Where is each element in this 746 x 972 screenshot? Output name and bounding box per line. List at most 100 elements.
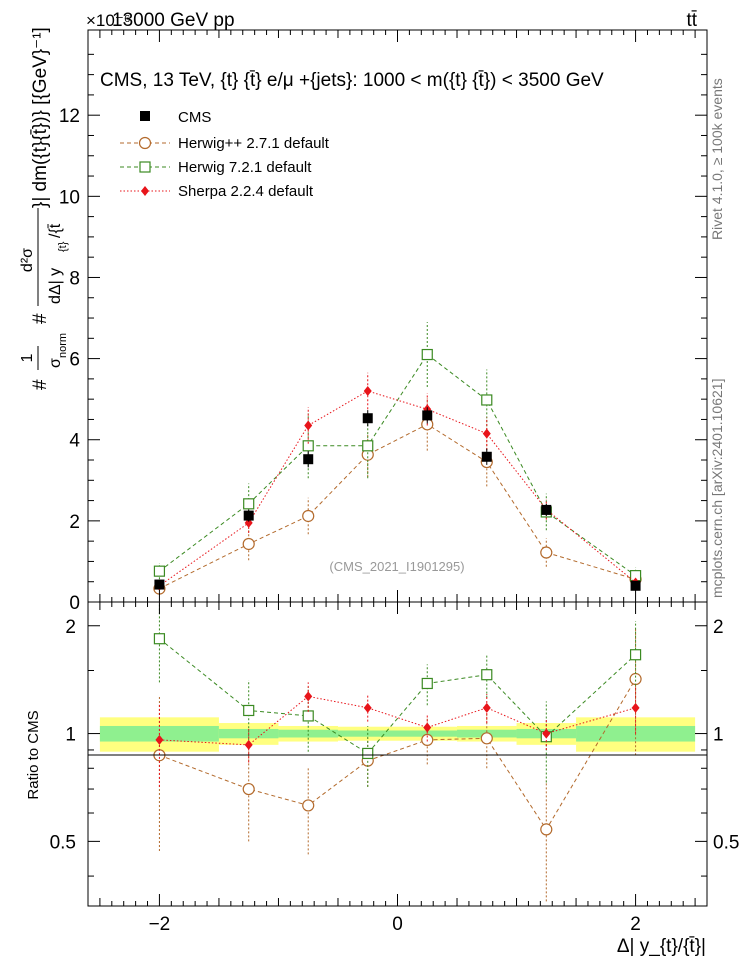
main-line-herwig-2-7-1-default — [159, 423, 636, 590]
main-point-cms-5 — [481, 451, 492, 462]
ratio-line-herwig-7-2-1-default — [159, 638, 636, 755]
ratio-y-axis-label: Ratio to CMS — [25, 710, 42, 799]
svg-text:{t}: {t} — [57, 241, 69, 252]
main-series — [153, 322, 642, 595]
main-point-sherpa-2-2-4-default-5 — [482, 428, 491, 439]
beam-label: 13000 GeV pp — [112, 10, 235, 31]
main-ytick-label-4: 8 — [69, 268, 80, 289]
watermark: (CMS_2021_I1901295) — [329, 559, 464, 574]
legend-marker-cms — [140, 111, 150, 121]
ratio-point-herwig-7-2-1-default-3 — [362, 747, 374, 760]
main-ytick-label-0: 0 — [69, 593, 80, 614]
main-point-herwig-7-2-1-default-3 — [362, 440, 374, 452]
ratio-line-sherpa-2-2-4-default — [159, 695, 636, 746]
ratio-xtick-label-1: 0 — [392, 914, 403, 935]
band-stat-2 — [278, 729, 338, 738]
legend-marker-herwigpp — [138, 136, 152, 150]
ratio-ytick-label-right-0: 0.5 — [713, 832, 739, 853]
rivet-label: Rivet 4.1.0, ≥ 100k events — [709, 78, 725, 240]
main-axes: 0 2 4 6 8 10 12 — [59, 30, 707, 614]
band-stat-4 — [397, 730, 458, 737]
main-point-herwig-7-2-1-default-4 — [421, 348, 433, 361]
ratio-axes: −2 0 2 0.5 0.5 1 1 2 2 — [50, 602, 739, 935]
main-point-cms-7 — [630, 580, 641, 591]
main-point-sherpa-2-2-4-default-3 — [363, 386, 372, 397]
main-point-herwig-7-2-1-default-2 — [302, 440, 314, 452]
ratio-point-sherpa-2-2-4-default-4 — [423, 722, 432, 733]
ratio-point-herwig-2-7-1-default-7 — [629, 672, 642, 686]
process-label: tt̄ — [686, 10, 697, 31]
legend-label-cms: CMS — [178, 109, 211, 126]
main-y-axis-label: # 1 σ norm # d²σ dΔ| y {t} /{t̄ }| dm({t… — [19, 27, 69, 390]
legend-marker-herwig7 — [139, 161, 151, 173]
svg-text:1: 1 — [19, 353, 36, 362]
svg-text:norm: norm — [57, 333, 69, 358]
svg-text:}| dm({t}{t̄})} [{GeV}⁻¹]: }| dm({t}{t̄})} [{GeV}⁻¹] — [30, 27, 51, 208]
legend-label-herwig7: Herwig 7.2.1 default — [178, 159, 312, 176]
main-point-cms-3 — [362, 413, 373, 424]
svg-text:#: # — [30, 379, 51, 390]
svg-text:d²σ: d²σ — [19, 248, 36, 272]
main-point-sherpa-2-2-4-default-2 — [304, 420, 313, 431]
main-ytick-label-5: 10 — [59, 187, 80, 208]
exponent-label: ×10⁻⁶ — [86, 11, 131, 30]
ratio-point-herwig-2-7-1-default-5 — [480, 732, 493, 745]
main-point-herwig-2-7-1-default-6 — [540, 546, 553, 559]
ratio-ytick-label-2: 2 — [65, 617, 76, 638]
main-point-cms-2 — [303, 454, 314, 465]
ratio-point-sherpa-2-2-4-default-5 — [482, 702, 491, 713]
ratio-point-herwig-7-2-1-default-4 — [421, 677, 433, 690]
ratio-point-herwig-7-2-1-default-7 — [629, 649, 642, 661]
ratio-point-herwig-2-7-1-default-2 — [302, 799, 315, 812]
ratio-series-herwig-7-2-1-default — [153, 604, 642, 787]
ratio-xtick-label-0: −2 — [149, 914, 171, 935]
main-point-cms-6 — [541, 504, 552, 515]
legend-marker-sherpa — [141, 186, 149, 196]
ratio-panel-frame — [87, 601, 708, 907]
ratio-ytick-label-1: 1 — [65, 725, 76, 746]
main-point-cms-1 — [243, 510, 254, 521]
mcplots-label: mcplots.cern.ch [arXiv:2401.10621] — [709, 379, 725, 598]
ratio-point-herwig-2-7-1-default-6 — [540, 823, 553, 836]
ratio-ytick-label-0: 0.5 — [50, 832, 76, 853]
ratio-series — [153, 604, 642, 902]
ratio-point-sherpa-2-2-4-default-2 — [304, 691, 313, 702]
ratio-xtick-label-2: 2 — [630, 914, 641, 935]
svg-text:dΔ| y: dΔ| y — [47, 268, 64, 304]
ratio-point-sherpa-2-2-4-default-1 — [244, 739, 253, 750]
legend: CMS Herwig++ 2.7.1 default Herwig 7.2.1 … — [120, 109, 330, 200]
x-axis-label: Δ| y_{t}/{t̄}| — [617, 936, 706, 957]
main-series-cms — [154, 407, 641, 591]
main-point-cms-4 — [422, 410, 433, 421]
ratio-ytick-label-right-1: 1 — [713, 725, 724, 746]
ratio-series-sherpa-2-2-4-default — [155, 682, 640, 787]
ratio-line-herwig-2-7-1-default — [159, 678, 637, 831]
svg-text:σ: σ — [47, 358, 64, 368]
ratio-point-herwig-2-7-1-default-1 — [242, 782, 255, 796]
main-point-cms-0 — [154, 579, 165, 590]
main-ytick-label-6: 12 — [59, 106, 80, 127]
ratio-point-sherpa-2-2-4-default-3 — [363, 702, 372, 713]
main-line-sherpa-2-2-4-default — [159, 390, 636, 587]
main-point-herwig-7-2-1-default-5 — [481, 394, 493, 406]
ratio-point-sherpa-2-2-4-default-7 — [631, 702, 640, 713]
main-series-herwig-7-2-1-default — [153, 322, 642, 584]
main-point-herwig-2-7-1-default-2 — [302, 509, 315, 523]
main-line-herwig-7-2-1-default — [159, 353, 636, 577]
plot-title: CMS, 13 TeV, {t} {t̄} e/μ +{jets}: 1000 … — [100, 70, 604, 91]
ratio-point-sherpa-2-2-4-default-0 — [155, 734, 164, 745]
main-ytick-label-1: 2 — [69, 512, 80, 533]
ratio-series-herwig-2-7-1-default — [153, 628, 642, 902]
main-ytick-label-2: 4 — [69, 431, 80, 452]
legend-label-sherpa: Sherpa 2.2.4 default — [178, 183, 314, 200]
legend-label-herwigpp: Herwig++ 2.7.1 default — [178, 135, 330, 152]
ratio-point-herwig-7-2-1-default-1 — [243, 704, 255, 717]
ratio-point-sherpa-2-2-4-default-6 — [542, 728, 551, 739]
ratio-point-herwig-7-2-1-default-2 — [302, 710, 314, 722]
svg-text:/{t̄: /{t̄ — [47, 223, 64, 238]
ratio-ytick-label-right-2: 2 — [713, 617, 724, 638]
main-point-herwig-7-2-1-default-1 — [243, 498, 255, 510]
svg-text:#: # — [30, 313, 51, 324]
ratio-point-herwig-7-2-1-default-5 — [481, 669, 493, 681]
main-point-herwig-7-2-1-default-0 — [153, 565, 166, 577]
